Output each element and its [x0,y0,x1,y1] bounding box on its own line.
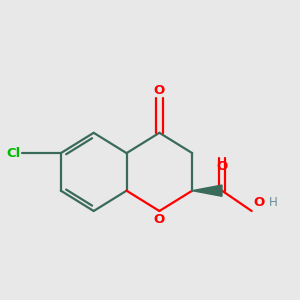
Text: Cl: Cl [6,147,20,160]
Text: H: H [269,196,278,209]
Text: O: O [154,213,165,226]
Text: O: O [216,160,228,173]
Text: O: O [253,196,265,209]
Text: O: O [154,83,165,97]
Polygon shape [192,185,222,196]
